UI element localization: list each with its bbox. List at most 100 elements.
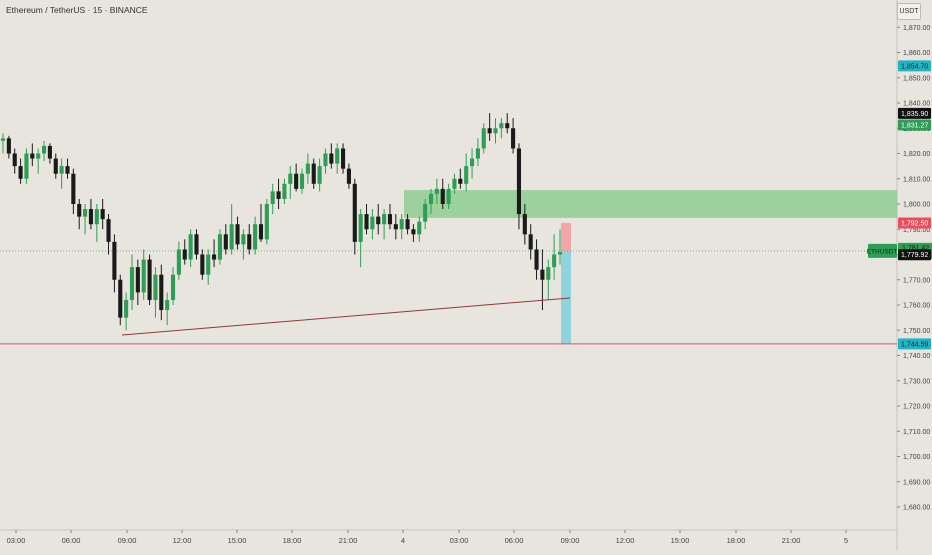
candle-body [387, 214, 393, 225]
y-tick-label: 1,750.00 [903, 328, 930, 335]
y-tick-label: 1,700.00 [903, 454, 930, 461]
candle-body [147, 259, 152, 300]
candle-body [253, 224, 258, 250]
candle-body [77, 204, 82, 217]
x-tick-label: 03:00 [450, 536, 469, 545]
y-tick-label: 1,710.00 [903, 429, 930, 436]
candle-body [241, 234, 246, 245]
candle-body [0, 138, 6, 141]
candle-body [376, 216, 381, 225]
candle-body [428, 193, 434, 204]
symbol-title[interactable]: Ethereum / TetherUS · 15 · BINANCE [6, 5, 148, 15]
x-tick-label: 18:00 [727, 536, 746, 545]
target-zone[interactable] [561, 250, 571, 344]
y-tick-label: 1,760.00 [903, 303, 930, 310]
candle-body [557, 251, 563, 255]
candle-body [36, 153, 41, 159]
x-tick-label: 15:00 [228, 536, 247, 545]
price-tag [898, 119, 931, 131]
x-tick-label: 09:00 [118, 536, 137, 545]
candle-body [393, 224, 398, 230]
candle-body [299, 173, 305, 189]
price-tag-label: 1,831.27 [901, 123, 928, 130]
candle-body [235, 224, 240, 245]
candle-body [305, 163, 310, 174]
y-tick-label: 1,740.00 [903, 353, 930, 360]
y-tick-label: 1,870.00 [903, 25, 930, 32]
candle-body [47, 145, 52, 159]
x-tick-label: 21:00 [782, 536, 801, 545]
y-tick-label: 1,820.00 [903, 151, 930, 158]
candle-body [370, 216, 375, 230]
price-tag [898, 217, 931, 229]
candle-body [294, 173, 299, 189]
ascending-trend-line[interactable] [121, 297, 571, 336]
candle-body [352, 183, 357, 242]
candle-body [212, 254, 217, 260]
y-tick-label: 1,730.00 [903, 378, 930, 385]
demand-zone-box[interactable] [404, 190, 897, 218]
candle-body [65, 166, 70, 174]
candle-body [135, 267, 140, 293]
candle-body [346, 168, 351, 184]
y-tick-label: 1,790.00 [903, 227, 930, 234]
x-tick-label: 12:00 [616, 536, 635, 545]
price-tag-label: 1,835.90 [901, 111, 928, 118]
x-tick-label: 09:00 [561, 536, 580, 545]
candle-body [12, 153, 17, 167]
candle-body [511, 128, 516, 149]
candle-body [41, 145, 47, 154]
stop-loss-zone[interactable] [561, 222, 571, 251]
symbol-tag-label: ETHUSDT [867, 248, 898, 255]
price-tag [898, 338, 931, 350]
candle-body [170, 274, 176, 300]
candle-body [129, 267, 135, 300]
candle-body [124, 299, 129, 318]
candle-body [487, 128, 492, 134]
candle-body [53, 158, 58, 174]
x-tick-label: 06:00 [505, 536, 524, 545]
y-tick-label: 1,840.00 [903, 101, 930, 108]
candle-body [30, 153, 35, 159]
currency-selector[interactable]: USDT [897, 3, 921, 20]
candle-body [94, 209, 99, 225]
candle-body [229, 224, 234, 250]
x-tick-label: 5 [844, 536, 848, 545]
candle-body [434, 188, 439, 194]
candle-body [452, 178, 457, 189]
candle-body [440, 188, 445, 204]
candle-body [475, 148, 480, 159]
candle-body [118, 279, 123, 318]
candle-body [399, 219, 404, 230]
candle-body [522, 214, 527, 235]
price-tag-label: 1,854.70 [901, 63, 928, 70]
symbol-tag [868, 243, 897, 258]
x-tick-label: 06:00 [62, 536, 81, 545]
candle-body [323, 153, 328, 167]
candle-body [405, 219, 410, 230]
candle-body [358, 214, 363, 242]
candle-body [470, 158, 475, 167]
x-tick-label: 4 [401, 536, 405, 545]
candle-body [282, 183, 287, 199]
candle-body [206, 254, 211, 275]
candle-body [458, 178, 463, 184]
last-price-tag-label: 1,781.42 [902, 245, 929, 252]
candle-body [341, 148, 346, 169]
candle-body [417, 221, 422, 235]
candle-body [516, 148, 522, 215]
candle-body [223, 234, 228, 250]
candle-body [141, 259, 146, 293]
price-tag [898, 107, 931, 119]
candle-body [100, 209, 105, 220]
candle-body [382, 214, 387, 225]
candle-body [411, 229, 416, 235]
candle-body [335, 148, 340, 164]
x-tick-label: 03:00 [7, 536, 26, 545]
x-tick-label: 18:00 [283, 536, 302, 545]
candle-body [153, 274, 158, 300]
y-tick-label: 1,800.00 [903, 202, 930, 209]
candle-body [446, 188, 451, 204]
